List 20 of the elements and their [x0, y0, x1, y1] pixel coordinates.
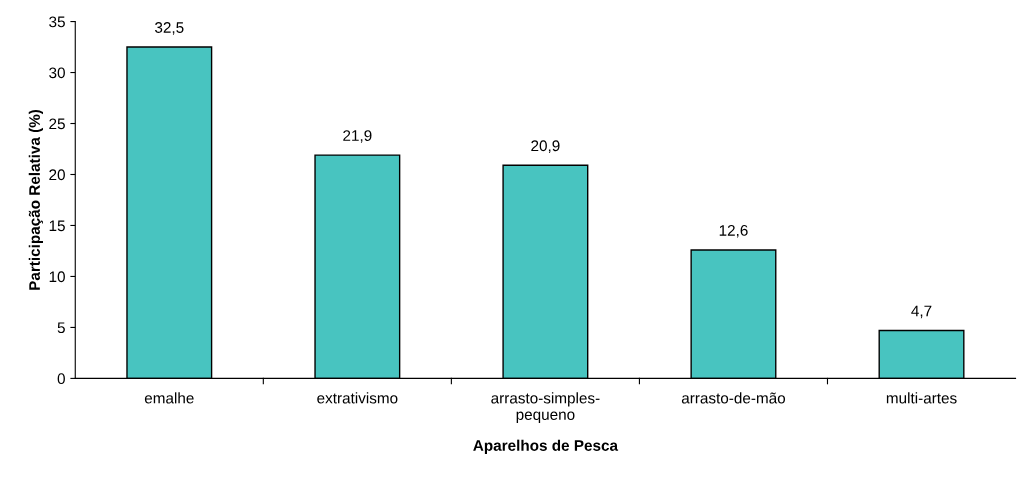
x-axis-title: Aparelhos de Pesca [473, 439, 619, 454]
data-label: 20,9 [531, 140, 560, 153]
x-tick-label: arrasto-de-mão [681, 392, 786, 404]
y-tick-label: 30 [49, 67, 65, 79]
data-label: 32,5 [155, 22, 184, 35]
x-tick-label: emalhe [144, 392, 194, 404]
data-label: 4,7 [911, 305, 932, 319]
x-tick-label: arrasto-simples- pequeno [491, 392, 600, 423]
y-tick-label: 20 [49, 169, 65, 181]
y-axis-title: Participação Relativa (%) [28, 109, 43, 290]
data-label: 21,9 [343, 130, 372, 143]
y-tick-label: 25 [49, 118, 65, 130]
y-tick-label: 10 [49, 271, 65, 283]
data-label: 12,6 [719, 224, 748, 238]
y-tick-label: 5 [57, 322, 65, 334]
x-tick-label: extrativismo [317, 392, 398, 404]
x-tick-label: multi-artes [886, 392, 957, 404]
y-tick-label: 0 [57, 373, 65, 385]
y-tick-label: 15 [49, 220, 65, 232]
y-tick-label: 35 [49, 16, 65, 28]
